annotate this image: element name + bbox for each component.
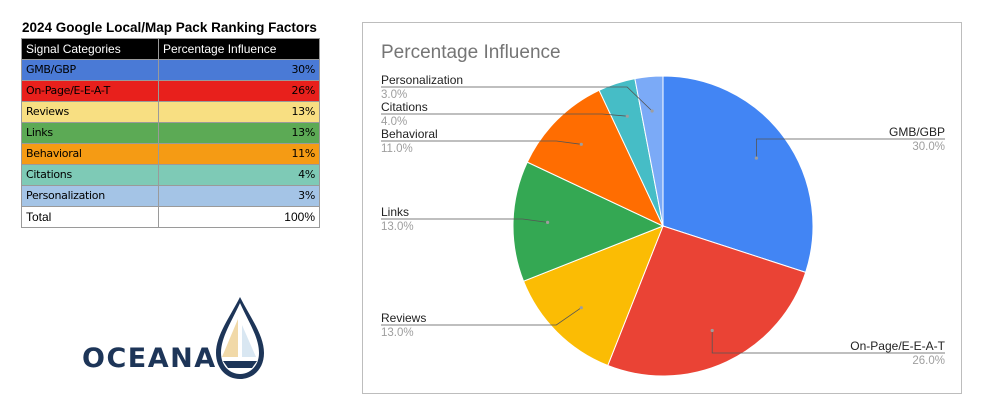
leader-dot — [579, 142, 583, 146]
leader-dot — [650, 109, 654, 113]
pie-chart: Percentage Influence GMB/GBP 30.0% On-Page… — [381, 42, 946, 377]
percentage-cell: 11% — [158, 143, 320, 165]
signal-category-cell: Links — [21, 122, 159, 144]
leader-line — [381, 218, 548, 223]
chart-title: Percentage Influence — [381, 42, 561, 63]
slice-label: Reviews — [381, 311, 426, 325]
leader-dot — [579, 306, 583, 310]
signal-category-cell: Personalization — [21, 185, 159, 207]
pie-slices — [512, 75, 814, 377]
slice-label: Personalization — [381, 73, 463, 87]
ranking-factors-table: Signal Categories Percentage Influence G… — [21, 38, 320, 228]
leader-dot — [625, 114, 629, 118]
slice-value-label: 4.0% — [381, 116, 407, 128]
table-header-row: Signal Categories Percentage Influence — [21, 38, 320, 60]
pie-slice-personalization — [634, 75, 664, 227]
pie-slice-on-page-e-e-a-t — [607, 225, 807, 377]
slice-value-label: 3.0% — [381, 89, 407, 101]
slice-value-label: 11.0% — [381, 143, 413, 155]
slice-label: Behavioral — [381, 127, 438, 141]
table-row: GMB/GBP 30% — [21, 59, 320, 81]
table-total-row: Total 100% — [21, 206, 320, 228]
slice-value-label: 13.0% — [381, 327, 414, 339]
table-row: Reviews 13% — [21, 101, 320, 123]
slice-value-label: 13.0% — [381, 221, 414, 233]
slice-label: Citations — [381, 100, 428, 114]
sailboat-drop-icon — [216, 297, 264, 379]
percentage-cell: 13% — [158, 122, 320, 144]
header-signal-categories: Signal Categories — [21, 38, 159, 60]
slice-label: GMB/GBP — [889, 125, 945, 139]
slice-label: Links — [381, 205, 409, 219]
total-label-cell: Total — [21, 206, 159, 228]
pie-slice-reviews — [522, 225, 664, 367]
table-row: On-Page/E-E-A-T 26% — [21, 80, 320, 102]
table-row: Personalization 3% — [21, 185, 320, 207]
signal-category-cell: GMB/GBP — [21, 59, 159, 81]
pie-slice-gmb-gbp — [662, 75, 814, 273]
table-row: Links 13% — [21, 122, 320, 144]
logo-text: OCEANA — [82, 343, 217, 374]
signal-category-cell: Behavioral — [21, 143, 159, 165]
leader-line — [381, 140, 582, 145]
leader-dot — [710, 328, 714, 333]
slice-label: On-Page/E-E-A-T — [850, 339, 945, 353]
pie-chart-panel: Percentage Influence GMB/GBP 30.0% On-Page… — [362, 22, 962, 394]
table-title: 2024 Google Local/Map Pack Ranking Facto… — [22, 20, 317, 35]
leader-dot — [546, 220, 550, 224]
leader-line — [381, 307, 582, 326]
table-row: Citations 4% — [21, 164, 320, 186]
leader-line — [381, 113, 628, 117]
pie-labels: GMB/GBP 30.0% On-Page/E-E-A-T 26.0% Reviews 1… — [381, 73, 946, 367]
pie-slice-links — [512, 161, 665, 282]
percentage-cell: 3% — [158, 185, 320, 207]
total-value-cell: 100% — [158, 206, 320, 228]
leader-line — [711, 330, 945, 354]
percentage-cell: 30% — [158, 59, 320, 81]
oceana-logo: OCEANA — [82, 297, 264, 379]
slice-value-label: 26.0% — [912, 355, 945, 367]
leader-line — [756, 138, 945, 159]
slice-value-label: 30.0% — [912, 141, 945, 153]
signal-category-cell: Reviews — [21, 101, 159, 123]
pie-slice-behavioral — [526, 89, 665, 228]
percentage-cell: 4% — [158, 164, 320, 186]
table-row: Behavioral 11% — [21, 143, 320, 165]
leader-dot — [754, 156, 758, 160]
leader-line — [381, 86, 653, 112]
signal-category-cell: Citations — [21, 164, 159, 186]
signal-category-cell: On-Page/E-E-A-T — [21, 80, 159, 102]
header-percentage-influence: Percentage Influence — [158, 38, 320, 60]
percentage-cell: 26% — [158, 80, 320, 102]
percentage-cell: 13% — [158, 101, 320, 123]
